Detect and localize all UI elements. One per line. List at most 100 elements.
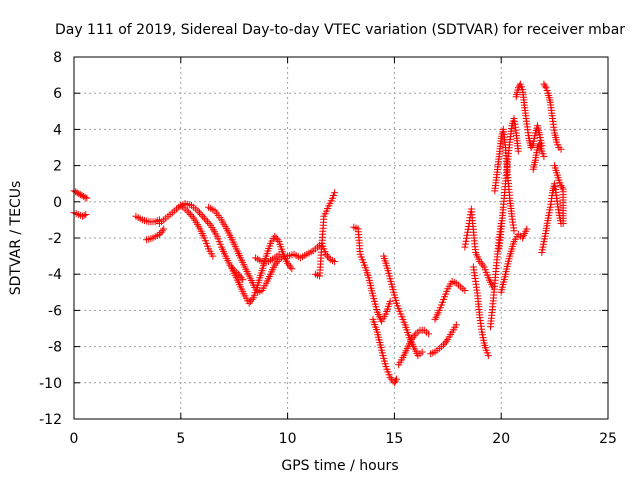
data-point — [410, 332, 418, 340]
data-point — [196, 209, 203, 217]
data-point — [271, 261, 279, 269]
data-point — [82, 210, 90, 218]
data-point — [80, 211, 88, 219]
data-point — [425, 330, 433, 338]
data-point — [452, 321, 460, 329]
data-point — [209, 252, 217, 260]
data-point — [194, 207, 202, 215]
data-point — [514, 147, 522, 155]
y-tick-label: 8 — [53, 50, 62, 66]
chart-title: Day 111 of 2019, Sidereal Day-to-day VTE… — [55, 22, 625, 38]
grid — [74, 57, 608, 419]
data-point — [523, 225, 531, 233]
data-point — [557, 145, 565, 153]
data-point — [322, 250, 330, 258]
data-point — [76, 191, 84, 199]
data-point — [393, 375, 401, 383]
data-point — [274, 236, 282, 244]
data-point — [386, 297, 394, 305]
data-point — [510, 227, 518, 235]
data-point — [408, 335, 415, 343]
data-point — [461, 240, 469, 248]
data-point — [202, 216, 210, 224]
data-point — [186, 211, 194, 218]
x-tick-labels: 0 5 10 15 20 25 — [70, 431, 617, 447]
axis-ticks — [73, 56, 609, 420]
y-tick-label: 0 — [53, 195, 62, 211]
data-point — [440, 341, 447, 349]
y-tick-label: -10 — [39, 376, 62, 392]
data-point — [275, 250, 283, 258]
data-point — [204, 218, 211, 226]
data-point — [205, 220, 213, 227]
x-tick-label: 10 — [279, 431, 297, 447]
data-point — [188, 212, 196, 220]
data-point — [514, 84, 522, 92]
data-point — [75, 190, 83, 198]
x-tick-label: 25 — [599, 431, 617, 447]
data-point — [540, 153, 548, 161]
data-point — [324, 252, 331, 260]
data-point — [477, 259, 485, 267]
data-point — [558, 183, 566, 191]
x-tick-label: 15 — [385, 431, 403, 447]
data-point — [274, 258, 282, 265]
data-point — [461, 286, 469, 294]
data-point — [185, 209, 193, 217]
x-tick-label: 0 — [70, 431, 79, 447]
data-point — [386, 373, 394, 381]
x-tick-label: 5 — [176, 431, 185, 447]
data-point — [284, 259, 292, 267]
data-point — [271, 232, 279, 240]
data-point — [331, 189, 339, 197]
data-point — [73, 189, 81, 197]
data-point — [325, 254, 333, 262]
data-point — [442, 337, 450, 345]
y-tick-label: -6 — [48, 303, 62, 319]
data-point — [484, 352, 492, 360]
data-point — [541, 82, 549, 90]
y-tick-label: 6 — [53, 86, 62, 102]
x-axis-label: GPS time / hours — [281, 458, 398, 474]
data-points — [70, 80, 567, 387]
data-point — [199, 212, 207, 220]
data-point — [245, 299, 253, 307]
data-point — [79, 212, 86, 220]
data-point — [528, 142, 536, 150]
data-point — [418, 348, 426, 356]
data-point — [390, 379, 398, 387]
data-point — [157, 229, 165, 237]
data-point — [534, 144, 541, 151]
data-point — [183, 207, 191, 215]
data-point — [83, 194, 91, 202]
data-point — [286, 263, 294, 271]
y-tick-label: -8 — [48, 340, 62, 356]
data-point — [81, 193, 89, 201]
data-point — [197, 211, 205, 218]
data-point — [272, 259, 280, 267]
data-point — [78, 192, 86, 199]
x-tick-label: 20 — [492, 431, 510, 447]
y-tick-label: 4 — [53, 122, 62, 138]
y-tick-label: 2 — [53, 159, 62, 175]
data-point — [272, 234, 280, 242]
y-axis-label: SDTVAR / TECUs — [8, 181, 24, 296]
data-point — [331, 258, 339, 266]
data-point — [80, 192, 88, 200]
data-point — [557, 182, 565, 189]
data-point — [160, 225, 168, 233]
data-point — [559, 220, 567, 228]
data-point — [288, 265, 296, 273]
data-point — [248, 296, 256, 303]
data-point — [200, 214, 208, 222]
y-tick-labels: -12 -10 -8 -6 -4 -2 0 2 4 6 8 — [39, 50, 62, 428]
data-point — [155, 230, 163, 238]
y-tick-label: -12 — [39, 412, 62, 428]
data-point — [235, 270, 242, 278]
data-point — [441, 339, 449, 347]
y-tick-label: -2 — [48, 231, 62, 247]
data-point — [527, 144, 535, 151]
y-tick-label: -4 — [48, 267, 62, 283]
